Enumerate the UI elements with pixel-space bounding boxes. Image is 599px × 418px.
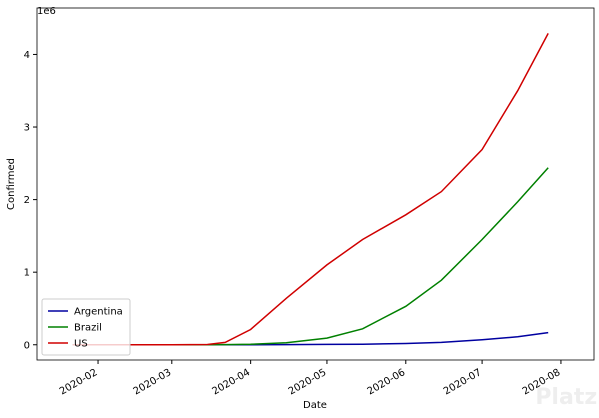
legend-label: Argentina xyxy=(74,307,123,318)
x-tick-label: 2020-06 xyxy=(366,367,408,397)
legend-label: Brazil xyxy=(74,323,102,334)
y-tick-label: 3 xyxy=(24,123,30,134)
plot-frame xyxy=(36,7,595,361)
series-line xyxy=(72,331,549,346)
x-tick-label: 2020-07 xyxy=(442,367,484,397)
x-tick-label: 2020-03 xyxy=(132,367,174,397)
y-axis-label: Confirmed xyxy=(6,158,17,210)
y-tick-label: 0 xyxy=(24,340,30,351)
y-tick-label: 2 xyxy=(24,195,30,206)
x-axis-label: Date xyxy=(303,400,327,411)
y-tick-label: 1 xyxy=(24,268,30,279)
x-tick-label: 2020-04 xyxy=(210,367,252,397)
y-tick-label: 4 xyxy=(24,50,30,61)
series-line xyxy=(72,33,549,346)
series-line xyxy=(72,167,549,346)
legend-label: US xyxy=(74,339,88,350)
offset-label: 1e6 xyxy=(37,6,56,17)
x-tick-label: 2020-05 xyxy=(287,367,329,397)
legend-box xyxy=(41,298,131,356)
x-tick-label: 2020-02 xyxy=(58,367,100,397)
watermark: Platzi xyxy=(535,385,599,410)
